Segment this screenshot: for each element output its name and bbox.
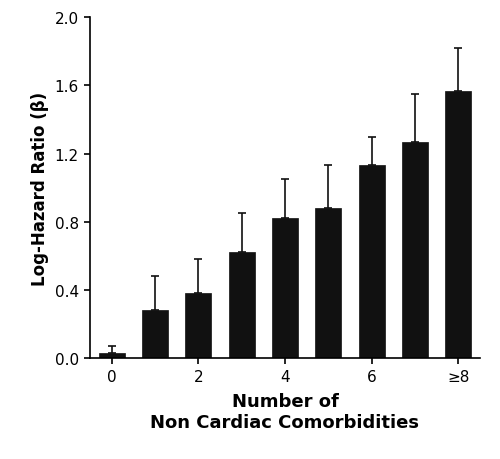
Bar	[272, 219, 298, 358]
Bar	[316, 208, 342, 358]
Bar	[402, 142, 428, 358]
Bar	[142, 310, 168, 358]
Bar	[186, 293, 212, 358]
X-axis label: Number of
Non Cardiac Comorbidities: Number of Non Cardiac Comorbidities	[150, 392, 420, 431]
Bar	[358, 166, 384, 358]
Bar	[446, 91, 471, 358]
Bar	[228, 253, 254, 358]
Bar	[98, 353, 124, 358]
Y-axis label: Log-Hazard Ratio (β): Log-Hazard Ratio (β)	[31, 91, 49, 285]
